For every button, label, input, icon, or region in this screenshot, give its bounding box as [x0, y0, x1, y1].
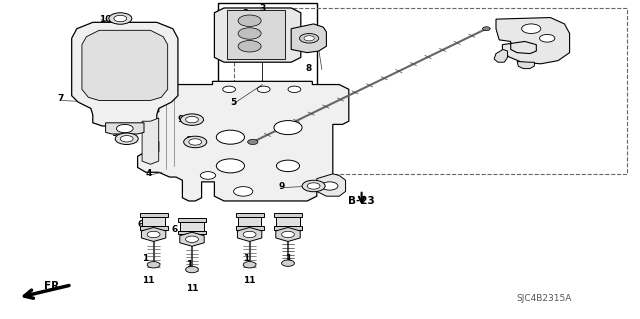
Bar [140, 213, 168, 217]
Circle shape [186, 266, 198, 273]
Circle shape [540, 34, 555, 42]
Text: 9: 9 [112, 130, 118, 138]
Text: 6: 6 [138, 220, 144, 229]
Text: SJC4B2315A: SJC4B2315A [516, 294, 572, 303]
Text: 11: 11 [142, 276, 155, 285]
Circle shape [302, 180, 325, 192]
Bar [180, 222, 204, 231]
Circle shape [243, 231, 256, 238]
Bar [238, 217, 261, 226]
Polygon shape [106, 123, 144, 134]
Circle shape [120, 136, 133, 142]
Circle shape [276, 160, 300, 172]
Circle shape [522, 24, 541, 33]
Text: 4: 4 [146, 169, 152, 178]
Circle shape [114, 15, 127, 22]
Polygon shape [72, 22, 178, 126]
Circle shape [300, 33, 319, 43]
Text: 1: 1 [186, 260, 192, 269]
Circle shape [223, 86, 236, 93]
Polygon shape [237, 227, 262, 241]
Polygon shape [138, 81, 349, 201]
Circle shape [282, 260, 294, 266]
Polygon shape [214, 8, 301, 62]
Text: 1: 1 [142, 254, 148, 263]
Circle shape [243, 262, 256, 268]
Circle shape [189, 139, 202, 145]
Circle shape [216, 159, 244, 173]
Text: 11: 11 [186, 284, 198, 293]
Text: 9: 9 [178, 115, 184, 124]
Circle shape [321, 182, 338, 190]
Circle shape [248, 139, 258, 145]
Text: 6: 6 [243, 220, 250, 229]
Polygon shape [141, 227, 166, 241]
Circle shape [109, 13, 132, 24]
Circle shape [238, 41, 261, 52]
Text: 1: 1 [243, 254, 250, 263]
Circle shape [238, 28, 261, 39]
Text: 6: 6 [172, 225, 178, 234]
Bar [234, 8, 627, 174]
Bar [236, 226, 264, 230]
Bar [227, 10, 285, 59]
Circle shape [115, 133, 138, 145]
Circle shape [257, 86, 270, 93]
Circle shape [200, 172, 216, 179]
Bar [142, 217, 165, 226]
Text: 3: 3 [259, 4, 266, 13]
Circle shape [116, 124, 133, 133]
Text: 2: 2 [242, 9, 248, 18]
Circle shape [184, 136, 207, 148]
Circle shape [282, 231, 294, 238]
Bar [274, 213, 302, 217]
Bar [140, 226, 168, 230]
Bar [274, 226, 302, 230]
Text: 9: 9 [186, 136, 192, 145]
Circle shape [483, 27, 490, 31]
Bar [178, 231, 206, 234]
Text: B-23: B-23 [348, 196, 375, 206]
Polygon shape [82, 30, 168, 100]
Text: 7: 7 [58, 94, 64, 103]
Bar [276, 217, 300, 226]
Polygon shape [180, 232, 204, 246]
Text: FR.: FR. [44, 281, 63, 292]
Polygon shape [142, 118, 159, 164]
Circle shape [147, 262, 160, 268]
Polygon shape [291, 24, 326, 53]
Text: 1: 1 [285, 254, 291, 263]
Circle shape [288, 86, 301, 93]
Bar [218, 3, 317, 94]
Text: 10: 10 [99, 15, 111, 24]
Circle shape [234, 187, 253, 196]
Circle shape [216, 130, 244, 144]
Circle shape [238, 15, 261, 26]
Text: 5: 5 [230, 98, 237, 107]
Circle shape [307, 183, 320, 189]
Circle shape [180, 114, 204, 125]
Circle shape [186, 116, 198, 123]
Bar [236, 213, 264, 217]
Text: 9: 9 [278, 182, 285, 191]
Text: 8: 8 [306, 64, 312, 73]
Bar [178, 218, 206, 222]
Polygon shape [317, 174, 346, 196]
Circle shape [186, 236, 198, 242]
Polygon shape [496, 18, 570, 64]
Polygon shape [517, 62, 534, 69]
Text: 11: 11 [243, 276, 256, 285]
Polygon shape [494, 49, 508, 62]
Circle shape [274, 121, 302, 135]
Polygon shape [276, 227, 300, 241]
Circle shape [147, 231, 160, 238]
Circle shape [304, 36, 314, 41]
